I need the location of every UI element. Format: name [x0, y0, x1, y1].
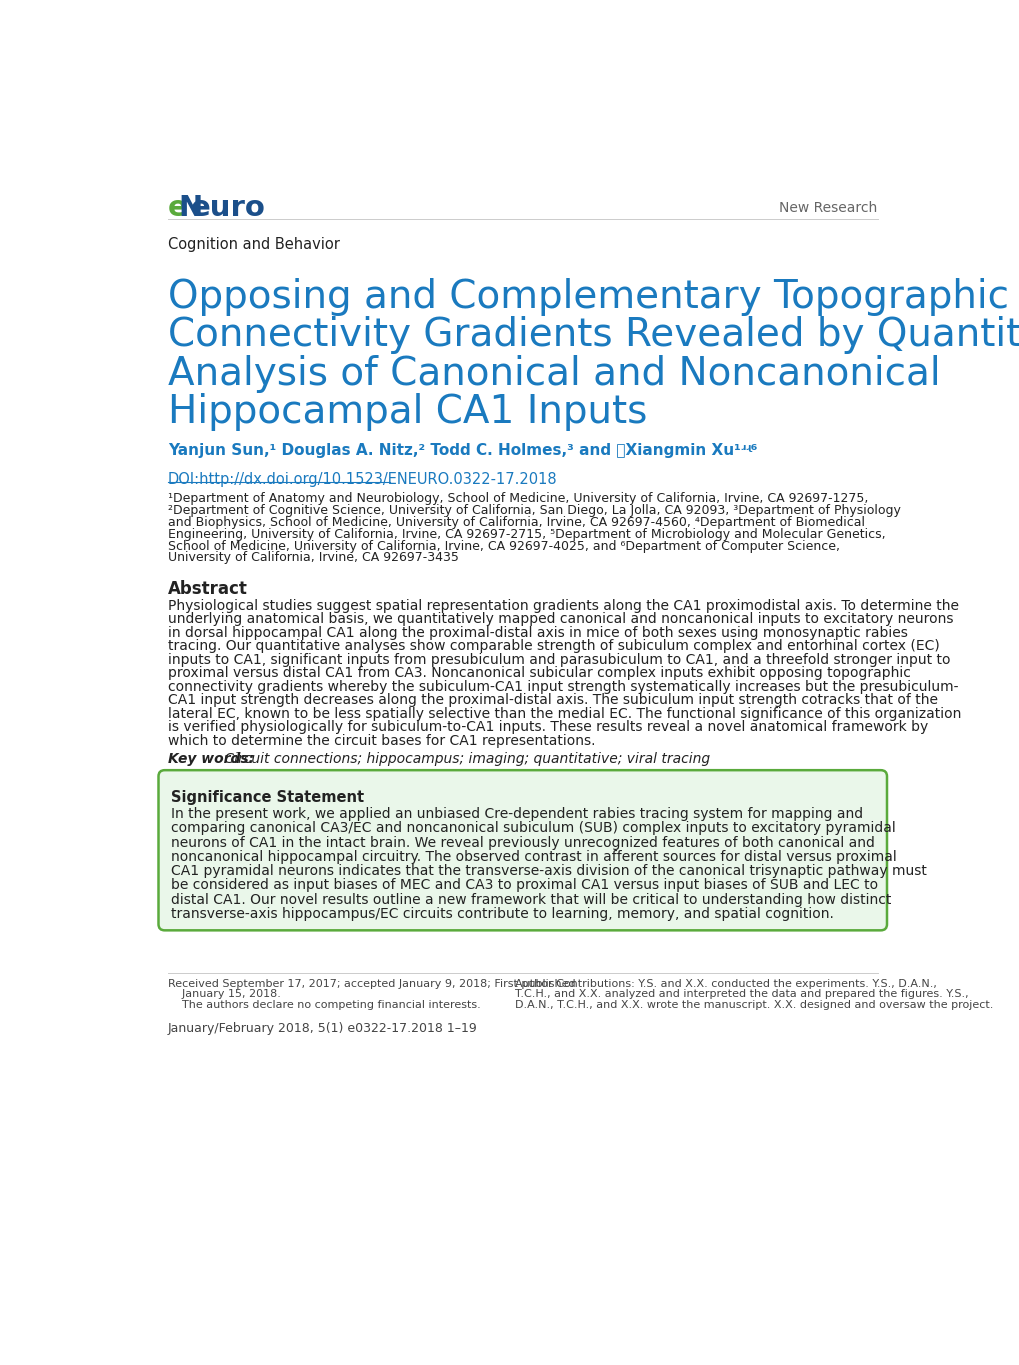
Text: Opposing and Complementary Topographic: Opposing and Complementary Topographic — [168, 277, 1008, 315]
Text: January 15, 2018.: January 15, 2018. — [168, 990, 280, 999]
Text: is verified physiologically for subiculum-to-CA1 inputs. These results reveal a : is verified physiologically for subiculu… — [168, 721, 927, 734]
Text: e: e — [168, 194, 187, 222]
Text: DOI:http://dx.doi.org/10.1523/ENEURO.0322-17.2018: DOI:http://dx.doi.org/10.1523/ENEURO.032… — [168, 472, 556, 487]
Text: be considered as input biases of MEC and CA3 to proximal CA1 versus input biases: be considered as input biases of MEC and… — [171, 878, 877, 893]
Text: Key words:: Key words: — [168, 752, 254, 766]
Text: connectivity gradients whereby the subiculum-CA1 input strength systematically i: connectivity gradients whereby the subic… — [168, 680, 958, 693]
Text: Connectivity Gradients Revealed by Quantitative: Connectivity Gradients Revealed by Quant… — [168, 317, 1019, 355]
Text: Analysis of Canonical and Noncanonical: Analysis of Canonical and Noncanonical — [168, 355, 940, 393]
Text: Circuit connections; hippocampus; imaging; quantitative; viral tracing: Circuit connections; hippocampus; imagin… — [220, 752, 710, 766]
Text: ²Department of Cognitive Science, University of California, San Diego, La Jolla,: ²Department of Cognitive Science, Univer… — [168, 504, 900, 517]
Text: tracing. Our quantitative analyses show comparable strength of subiculum complex: tracing. Our quantitative analyses show … — [168, 639, 938, 654]
Text: The authors declare no competing financial interests.: The authors declare no competing financi… — [168, 999, 480, 1010]
Text: transverse-axis hippocampus/EC circuits contribute to learning, memory, and spat: transverse-axis hippocampus/EC circuits … — [171, 906, 833, 921]
Text: distal CA1. Our novel results outline a new framework that will be critical to u: distal CA1. Our novel results outline a … — [171, 893, 891, 906]
Text: Yanjun Sun,¹ Douglas A. Nitz,² Todd C. Holmes,³ and ⓘXiangmin Xu¹ʴʵ⁶: Yanjun Sun,¹ Douglas A. Nitz,² Todd C. H… — [168, 442, 756, 457]
Text: underlying anatomical basis, we quantitatively mapped canonical and noncanonical: underlying anatomical basis, we quantita… — [168, 613, 953, 627]
Text: and Biophysics, School of Medicine, University of California, Irvine, CA 92697-4: and Biophysics, School of Medicine, Univ… — [168, 516, 864, 528]
Text: CA1 pyramidal neurons indicates that the transverse-axis division of the canonic: CA1 pyramidal neurons indicates that the… — [171, 864, 926, 878]
Text: N: N — [178, 194, 203, 222]
Text: In the present work, we applied an unbiased Cre-dependent rabies tracing system : In the present work, we applied an unbia… — [171, 807, 862, 822]
Text: lateral EC, known to be less spatially selective than the medial EC. The functio: lateral EC, known to be less spatially s… — [168, 707, 960, 721]
Text: D.A.N., T.C.H., and X.X. wrote the manuscript. X.X. designed and oversaw the pro: D.A.N., T.C.H., and X.X. wrote the manus… — [515, 999, 993, 1010]
Text: in dorsal hippocampal CA1 along the proximal-distal axis in mice of both sexes u: in dorsal hippocampal CA1 along the prox… — [168, 625, 907, 640]
Text: ¹Department of Anatomy and Neurobiology, School of Medicine, University of Calif: ¹Department of Anatomy and Neurobiology,… — [168, 491, 867, 505]
Text: University of California, Irvine, CA 92697-3435: University of California, Irvine, CA 926… — [168, 551, 459, 565]
Text: T.C.H., and X.X. analyzed and interpreted the data and prepared the figures. Y.S: T.C.H., and X.X. analyzed and interprete… — [515, 990, 968, 999]
Text: neurons of CA1 in the intact brain. We reveal previously unrecognized features o: neurons of CA1 in the intact brain. We r… — [171, 835, 874, 849]
Text: euro: euro — [191, 194, 265, 222]
Text: Cognition and Behavior: Cognition and Behavior — [168, 238, 339, 253]
Text: comparing canonical CA3/EC and noncanonical subiculum (SUB) complex inputs to ex: comparing canonical CA3/EC and noncanoni… — [171, 822, 895, 835]
Text: inputs to CA1, significant inputs from presubiculum and parasubiculum to CA1, an: inputs to CA1, significant inputs from p… — [168, 652, 950, 666]
Text: which to determine the circuit bases for CA1 representations.: which to determine the circuit bases for… — [168, 733, 595, 748]
Text: Received September 17, 2017; accepted January 9, 2018; First published: Received September 17, 2017; accepted Ja… — [168, 979, 575, 988]
Text: Significance Statement: Significance Statement — [171, 790, 364, 805]
Text: noncanonical hippocampal circuitry. The observed contrast in afferent sources fo: noncanonical hippocampal circuitry. The … — [171, 850, 896, 864]
FancyBboxPatch shape — [158, 770, 887, 931]
Text: New Research: New Research — [779, 202, 876, 216]
Text: Abstract: Abstract — [168, 580, 248, 598]
Text: Engineering, University of California, Irvine, CA 92697-2715, ⁵Department of Mic: Engineering, University of California, I… — [168, 528, 884, 541]
Text: School of Medicine, University of California, Irvine, CA 92697-4025, and ⁶Depart: School of Medicine, University of Califo… — [168, 539, 839, 553]
Text: Physiological studies suggest spatial representation gradients along the CA1 pro: Physiological studies suggest spatial re… — [168, 599, 958, 613]
Text: CA1 input strength decreases along the proximal-distal axis. The subiculum input: CA1 input strength decreases along the p… — [168, 693, 936, 707]
Text: proximal versus distal CA1 from CA3. Noncanonical subicular complex inputs exhib: proximal versus distal CA1 from CA3. Non… — [168, 666, 910, 680]
Text: January/February 2018, 5(1) e0322-17.2018 1–19: January/February 2018, 5(1) e0322-17.201… — [168, 1022, 477, 1035]
Text: Author Contributions: Y.S. and X.X. conducted the experiments. Y.S., D.A.N.,: Author Contributions: Y.S. and X.X. cond… — [515, 979, 936, 988]
Text: Hippocampal CA1 Inputs: Hippocampal CA1 Inputs — [168, 393, 646, 431]
